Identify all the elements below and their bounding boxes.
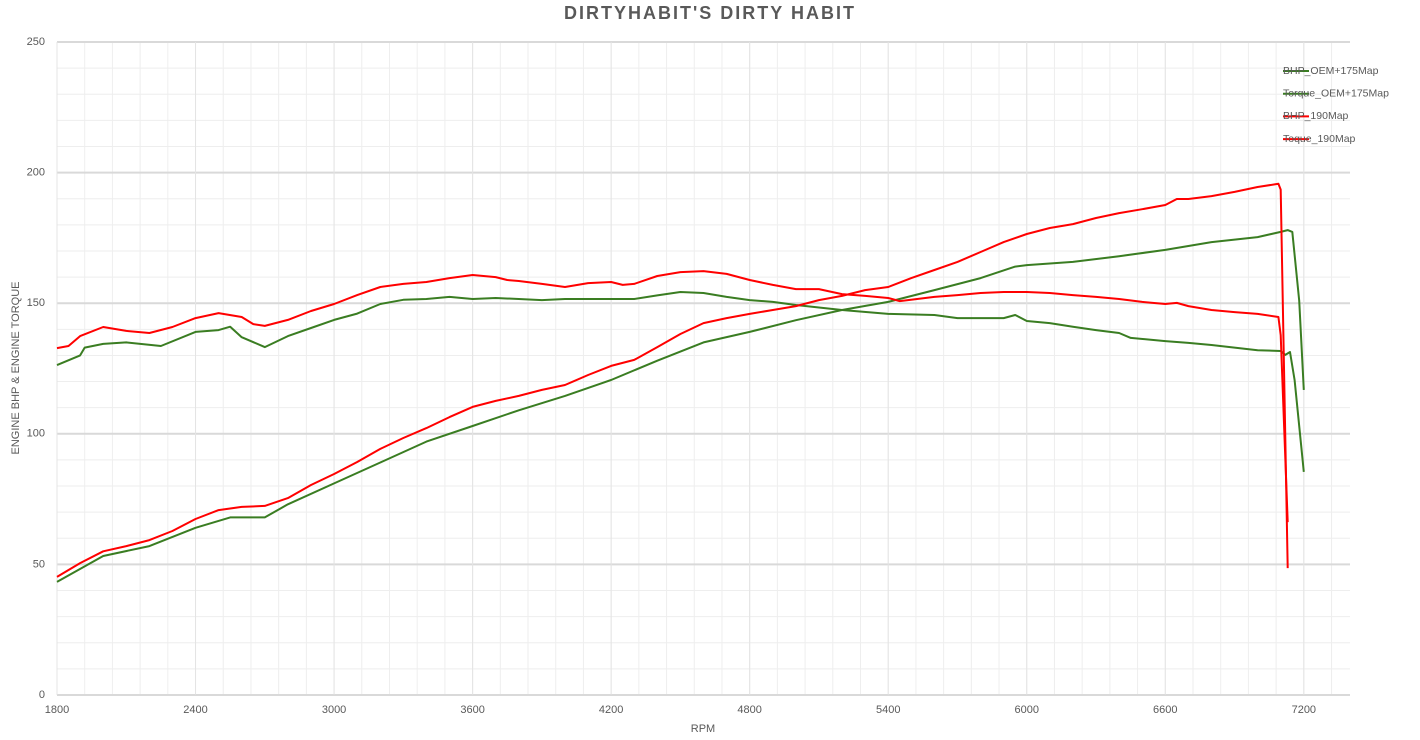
y-tick-label: 200: [27, 167, 45, 179]
x-tick-label: 7200: [1292, 704, 1316, 716]
legend-label: BHP_190Map: [1283, 110, 1349, 122]
chart-title: DIRTYHABIT'S DIRTY HABIT: [564, 3, 856, 23]
series-line: [56, 291, 1305, 472]
series-line: [56, 229, 1305, 583]
x-tick-label: 5400: [876, 704, 900, 716]
series-line: [56, 270, 1289, 523]
x-tick-label: 3600: [460, 704, 484, 716]
x-tick-label: 1800: [45, 704, 69, 716]
x-tick-label: 6600: [1153, 704, 1177, 716]
y-axis-label: ENGINE BHP & ENGINE TORQUE: [10, 282, 22, 455]
legend-label: Toque_190Map: [1283, 133, 1356, 145]
grid: 0 50 100 150 200 250 1800 2400 3000 3600 4200 4800 5…: [27, 36, 1350, 716]
x-tick-label: 4200: [599, 704, 623, 716]
x-tick-label: 6000: [1015, 704, 1039, 716]
x-tick-label: 3000: [322, 704, 346, 716]
y-tick-label: 150: [27, 297, 45, 309]
y-tick-label: 100: [27, 428, 45, 440]
x-tick-label: 2400: [183, 704, 207, 716]
legend-label: BHP_OEM+175Map: [1283, 65, 1379, 77]
x-axis-label: RPM: [691, 723, 715, 735]
legend-label: Torque_OEM+175Map: [1283, 87, 1389, 99]
legend: BHP_OEM+175Map Torque_OEM+175Map BHP_190Ma…: [1283, 65, 1389, 145]
series-line: [56, 182, 1289, 578]
plot: [56, 182, 1305, 583]
y-tick-label: 0: [39, 689, 45, 701]
x-tick-label: 4800: [737, 704, 761, 716]
y-tick-label: 50: [33, 558, 45, 570]
y-tick-label: 250: [27, 36, 45, 48]
